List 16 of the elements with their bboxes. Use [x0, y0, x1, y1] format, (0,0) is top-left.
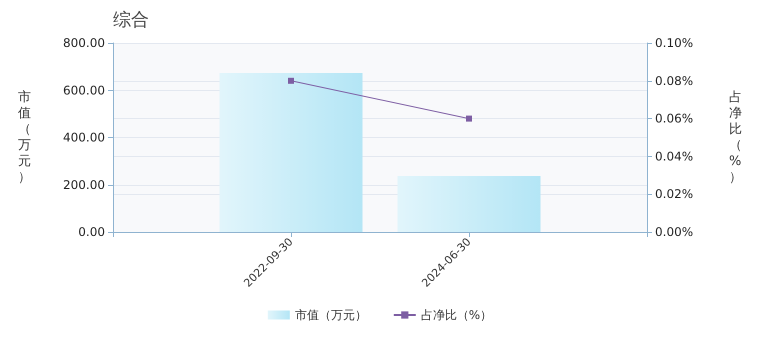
legend-label: 市值（万元） — [294, 308, 367, 322]
y-axis-title: 市值（万元） — [18, 90, 31, 185]
y2-tick-label: 0.08% — [655, 74, 694, 88]
y-tick-label: 600.00 — [63, 83, 105, 98]
legend-label: 占净比（%） — [420, 308, 492, 322]
y2-tick-label: 0.00% — [655, 225, 694, 239]
y2-tick-label: 0.10% — [655, 36, 694, 50]
y2-tick-label: 0.06% — [655, 112, 694, 126]
y-tick-label: 200.00 — [63, 178, 105, 192]
y-tick-label: 0.00 — [78, 225, 105, 239]
y2-axis-title: 占净比（%） — [729, 90, 742, 185]
y-tick-label: 400.00 — [63, 130, 105, 144]
y2-tick-label: 0.04% — [655, 149, 694, 164]
y-tick-label: 800.00 — [63, 36, 105, 50]
y2-tick-label: 0.02% — [655, 187, 694, 202]
chart-title: 综合 — [113, 10, 149, 30]
